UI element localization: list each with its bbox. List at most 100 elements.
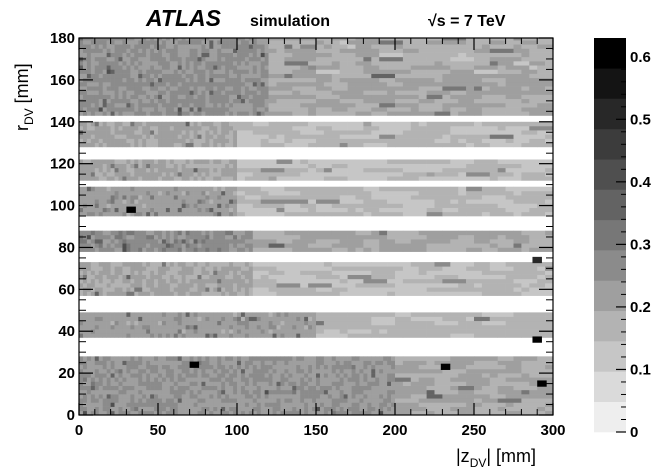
heatmap-cell (205, 239, 210, 244)
heatmap-cell (240, 377, 246, 382)
heatmap-cell (173, 333, 179, 338)
heatmap-cell (189, 320, 194, 326)
heatmap-cell (213, 65, 218, 70)
heatmap-cell (126, 176, 131, 181)
heatmap-cell (371, 356, 376, 361)
heatmap-cell (134, 121, 139, 127)
heatmap-cell (114, 373, 119, 378)
heatmap-cell (363, 207, 380, 213)
heatmap-cell (158, 195, 163, 200)
heatmap-cell (213, 394, 218, 399)
heatmap-cell (379, 368, 384, 374)
heatmap-cell (209, 159, 214, 164)
heatmap-cell (177, 389, 182, 395)
heatmap-cell (371, 61, 380, 66)
heatmap-cell (122, 111, 127, 116)
heatmap-cell (209, 38, 214, 41)
heatmap-cell (130, 159, 135, 164)
heatmap-cell (189, 287, 194, 292)
heatmap-cell (126, 38, 131, 41)
heatmap-cell (98, 56, 103, 62)
heatmap-cell (391, 368, 396, 374)
heatmap-cell (161, 320, 167, 326)
heatmap-cell (466, 138, 483, 144)
heatmap-cell (94, 377, 100, 382)
heatmap-cell (181, 167, 186, 173)
heatmap-cell (225, 287, 230, 292)
heatmap-cell (86, 234, 92, 240)
heatmap-cell (367, 368, 372, 374)
heatmap-cell (130, 176, 135, 181)
heatmap-cell (387, 274, 396, 280)
heatmap-cell (181, 94, 186, 100)
heatmap-cell (150, 230, 155, 236)
heatmap-cell (177, 86, 182, 91)
heatmap-cell (201, 125, 206, 131)
heatmap-cell (114, 287, 119, 292)
heatmap-cell (521, 98, 530, 104)
heatmap-cell (185, 61, 190, 66)
heatmap-cell (158, 65, 163, 70)
heatmap-cell (304, 410, 309, 416)
heatmap-cell (237, 356, 242, 361)
heatmap-cell (94, 262, 100, 267)
heatmap-cell (154, 98, 159, 104)
heatmap-cell (122, 373, 127, 378)
heatmap-cell (268, 239, 277, 244)
heatmap-cell (165, 287, 171, 292)
heatmap-cell (335, 385, 340, 391)
heatmap-cell (252, 61, 258, 66)
heatmap-cell (316, 377, 321, 382)
heatmap-cell (466, 107, 483, 112)
heatmap-cell (316, 125, 325, 131)
heatmap-cell (126, 172, 131, 177)
heatmap-cell (418, 134, 435, 139)
heatmap-cell (387, 385, 392, 391)
heatmap-cell (165, 102, 171, 108)
heatmap-cell (205, 287, 210, 292)
heatmap-cell (272, 364, 277, 370)
heatmap-cell (118, 81, 123, 87)
heatmap-cell (213, 69, 218, 74)
heatmap-cell (383, 410, 388, 416)
heatmap-cell (122, 320, 127, 326)
heatmap-cell (288, 394, 293, 399)
heatmap-cell (169, 270, 175, 275)
heatmap-cell (244, 90, 250, 95)
heatmap-cell (395, 172, 404, 177)
heatmap-cell (189, 130, 194, 135)
heatmap-cell (292, 81, 317, 87)
heatmap-cell (395, 360, 404, 366)
heatmap-cell (264, 86, 269, 91)
heatmap-cell (82, 356, 88, 361)
heatmap-cell (185, 102, 190, 108)
heatmap-cell (201, 247, 206, 252)
heatmap-cell (134, 102, 139, 108)
heatmap-cell (300, 373, 305, 378)
heatmap-cell (229, 410, 234, 416)
heatmap-cell (339, 377, 344, 382)
heatmap-cell (161, 172, 167, 177)
heatmap-cell (98, 230, 103, 236)
heatmap-cell (256, 320, 261, 326)
heatmap-cell (347, 247, 356, 252)
heatmap-cell (169, 324, 175, 330)
heatmap-cell (450, 333, 475, 338)
heatmap-cell (110, 159, 115, 164)
heatmap-cell (244, 320, 250, 326)
heatmap-cell (323, 402, 329, 407)
heatmap-cell (418, 373, 443, 378)
heatmap-cell (102, 38, 107, 41)
heatmap-cell (379, 199, 388, 204)
heatmap-cell (130, 266, 135, 271)
heatmap-cell (201, 190, 206, 196)
heatmap-cell (82, 134, 88, 139)
heatmap-cell (395, 142, 419, 148)
heatmap-cell (94, 81, 100, 87)
heatmap-cell (387, 394, 392, 399)
heatmap-cell (158, 316, 163, 322)
heatmap-cell (312, 410, 317, 416)
heatmap-cell (244, 398, 250, 403)
heatmap-cell (114, 356, 119, 361)
heatmap-cell (169, 329, 175, 334)
